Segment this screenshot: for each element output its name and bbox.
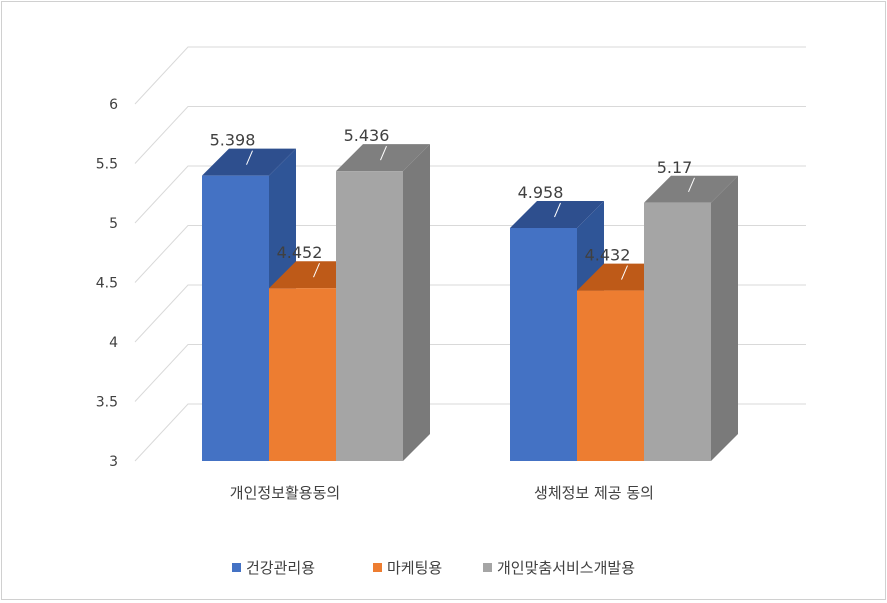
- gridline: [134, 106, 806, 164]
- bar-top-face: [510, 200, 604, 228]
- y-tick-label: 3: [109, 454, 118, 470]
- data-label: 5.398: [210, 131, 256, 150]
- bar-front-face: [644, 202, 711, 461]
- leader-line: [313, 263, 320, 278]
- leader-line: [621, 265, 628, 280]
- leader-line: [380, 145, 387, 161]
- data-label: 4.452: [277, 243, 323, 262]
- legend-swatch: [483, 563, 492, 572]
- category-label: 생체정보 제공 동의: [534, 484, 654, 502]
- bar-front-face: [336, 171, 403, 461]
- data-label: 4.432: [585, 246, 631, 265]
- legend-label: 마케팅용: [387, 559, 442, 577]
- category-label: 개인정보활용동의: [230, 484, 340, 502]
- bar: [336, 144, 430, 461]
- bar: [644, 175, 738, 461]
- y-tick-label: 6: [109, 97, 118, 113]
- y-tick-label: 4.5: [96, 276, 118, 292]
- leader-line: [554, 202, 561, 218]
- bar-front-face: [202, 175, 269, 461]
- legend-swatch: [232, 563, 241, 572]
- legend-swatch: [373, 563, 382, 572]
- bar-top-face: [202, 148, 296, 176]
- y-tick-label: 5.5: [96, 157, 118, 173]
- data-labels: 5.398 4.452 5.436 4.958 4.432 5.17: [210, 126, 695, 280]
- legend: 건강관리용 마케팅용 개인맞춤서비스개발용: [232, 559, 635, 577]
- y-tick-label: 3.5: [96, 395, 118, 411]
- gridline: [134, 46, 806, 105]
- y-axis: 3 3.5 4 4.5 5 5.5 6: [96, 97, 118, 470]
- bar-front-face: [577, 290, 644, 461]
- y-tick-label: 5: [109, 216, 118, 232]
- leader-line: [688, 177, 695, 192]
- y-tick-label: 4: [109, 335, 118, 351]
- x-axis: 개인정보활용동의 생체정보 제공 동의: [230, 484, 654, 502]
- bar-side-face: [711, 175, 738, 461]
- bar-side-face: [403, 144, 430, 461]
- bar-top-face: [644, 175, 738, 203]
- legend-item: 마케팅용: [373, 559, 442, 577]
- data-label: 4.958: [518, 183, 564, 202]
- gridlines: [134, 46, 806, 462]
- data-label: 5.436: [344, 126, 390, 145]
- gridline: [134, 165, 806, 224]
- legend-item: 건강관리용: [232, 559, 315, 577]
- leader-line: [246, 150, 253, 165]
- bars: [202, 144, 738, 462]
- legend-label: 개인맞춤서비스개발용: [497, 559, 635, 577]
- legend-label: 건강관리용: [246, 559, 315, 577]
- data-label: 5.17: [657, 158, 693, 177]
- bar-front-face: [510, 227, 577, 461]
- legend-item: 개인맞춤서비스개발용: [483, 559, 635, 577]
- bar-front-face: [269, 288, 336, 461]
- bar-top-face: [336, 144, 430, 172]
